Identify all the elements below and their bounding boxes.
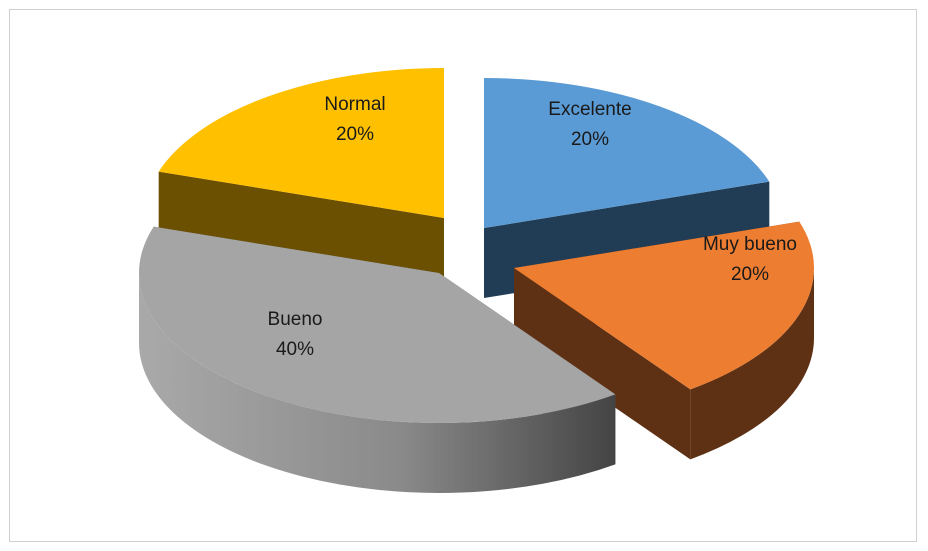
data-label-normal-percent: 20%	[336, 124, 374, 145]
data-label-normal-category: Normal	[324, 94, 385, 115]
slice-excelente	[484, 78, 770, 228]
data-label-bueno-category: Bueno	[268, 309, 323, 330]
slice-bueno	[139, 226, 616, 423]
slice-muy-bueno-wall-end	[514, 268, 691, 460]
slice-bueno-side	[139, 273, 616, 493]
slice-muy-bueno-side	[690, 268, 814, 460]
slice-muy-bueno	[514, 221, 814, 390]
data-label-muy-bueno-percent: 20%	[731, 264, 769, 285]
slice-normal	[158, 68, 444, 218]
data-label-excelente-percent: 20%	[571, 129, 609, 150]
slice-normal-wall-start	[158, 171, 444, 288]
data-label-bueno-percent: 40%	[276, 339, 314, 360]
data-label-muy-bueno-category: Muy bueno	[703, 234, 797, 255]
data-label-excelente-category: Excelente	[548, 99, 631, 120]
